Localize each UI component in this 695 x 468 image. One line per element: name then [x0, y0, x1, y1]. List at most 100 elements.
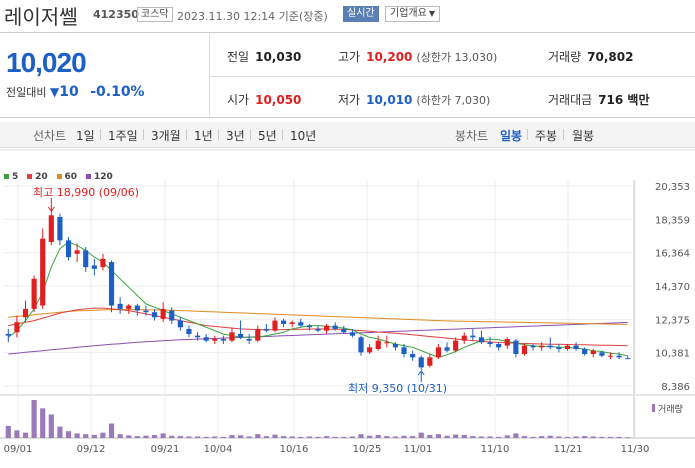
- volume-bar: [40, 408, 46, 438]
- price-change: 전일대비 ▼10 -0.10%: [6, 84, 145, 100]
- amount-label: 거래대금: [548, 93, 593, 107]
- candle-body: [573, 345, 579, 349]
- candle-body: [324, 325, 330, 331]
- tab-1y[interactable]: 1년: [194, 129, 213, 143]
- volume-bar: [564, 436, 571, 438]
- volume-bar: [108, 423, 115, 438]
- volume-bar: [160, 433, 166, 438]
- x-tick-label: 11/21: [554, 444, 583, 455]
- change-percent: -0.10%: [90, 84, 145, 100]
- low-label: 저가: [338, 93, 361, 107]
- candle-body: [504, 338, 510, 346]
- volume-bar: [358, 434, 364, 438]
- candle-body: [22, 308, 29, 318]
- candle-body: [487, 342, 493, 344]
- candle-body: [358, 337, 364, 353]
- volume-bar: [31, 400, 37, 438]
- tab-daily[interactable]: 일봉: [500, 129, 523, 143]
- candle-body: [126, 305, 132, 309]
- candle-body: [151, 312, 158, 318]
- volume-bar: [203, 436, 209, 438]
- x-tick-label: 10/16: [280, 444, 309, 455]
- candle-body: [315, 328, 321, 331]
- candle-body: [367, 347, 373, 353]
- volume-bar: [263, 436, 269, 438]
- volume-bar: [530, 436, 536, 438]
- candle-body: [65, 240, 72, 258]
- volume-bar: [453, 434, 459, 438]
- volume-bar: [539, 436, 545, 438]
- candle-body: [427, 357, 433, 366]
- realtime-button[interactable]: 실시간: [343, 6, 379, 22]
- volume-bar: [444, 435, 450, 438]
- volume-bar: [582, 436, 588, 438]
- candle-body: [478, 337, 485, 343]
- open-label: 시가: [227, 93, 250, 107]
- volume-bar: [547, 435, 553, 438]
- low-value: 10,010: [366, 93, 413, 107]
- company-info-button[interactable]: 기업개요 ▼: [385, 6, 440, 22]
- upper-limit: (상한가 13,030): [416, 51, 498, 64]
- tab-1w[interactable]: 1주일: [108, 129, 138, 143]
- candle-body: [435, 347, 442, 358]
- ma-line-ma60: [8, 309, 628, 325]
- candle-body: [332, 325, 338, 329]
- tab-3y[interactable]: 3년: [226, 129, 245, 143]
- candle-body: [496, 343, 502, 348]
- tab-5y[interactable]: 5년: [258, 129, 277, 143]
- tab-weekly[interactable]: 주봉: [535, 129, 558, 143]
- volume-bar: [324, 436, 330, 438]
- chevron-down-icon: ▼: [428, 9, 435, 18]
- volume-label: 거래량: [548, 50, 582, 64]
- y-tick-label: 20,353: [655, 182, 690, 193]
- volume-bar: [272, 434, 278, 438]
- volume-bar: [521, 436, 528, 438]
- tab-3m[interactable]: 3개월: [151, 129, 181, 143]
- tab-1d[interactable]: 1일: [76, 129, 95, 143]
- line-chart-label: 선차트: [33, 129, 67, 143]
- volume-bar: [246, 436, 252, 438]
- candle-body: [48, 215, 54, 243]
- volume-bar: [229, 434, 235, 438]
- volume-value: 70,802: [587, 50, 634, 64]
- divider: [143, 129, 144, 140]
- y-tick-label: 18,359: [655, 215, 690, 226]
- tab-10y[interactable]: 10년: [290, 129, 317, 143]
- legend-swatch: [27, 174, 33, 179]
- volume-bar: [470, 436, 476, 438]
- lower-limit: (하한가 7,030): [416, 94, 491, 107]
- candle-body: [582, 348, 588, 355]
- volume-bar: [194, 436, 201, 438]
- stock-header: 레이저쎌 412350 코스닥 2023.11.30 12:14 기준(장중) …: [0, 0, 695, 29]
- candle-body: [134, 305, 140, 311]
- low-price: 저가 10,010 (하한가 7,030): [338, 91, 490, 108]
- volume-bar: [367, 435, 373, 438]
- volume-bar: [74, 433, 80, 438]
- volume-bar: [487, 436, 493, 438]
- volume-bar: [418, 432, 424, 438]
- divider: [250, 129, 251, 140]
- legend-ma5: 5: [4, 172, 18, 182]
- volume-bar: [375, 434, 381, 438]
- legend-ma120: 120: [85, 172, 113, 182]
- volume-bar: [65, 431, 72, 438]
- candle-body: [521, 345, 528, 355]
- volume-bar: [177, 436, 183, 438]
- market-badge: 코스닥: [137, 7, 173, 22]
- candle-body: [212, 338, 218, 341]
- candle-body: [384, 342, 390, 344]
- candle-body: [453, 340, 459, 351]
- ma-legend: 5 20 60 120: [4, 172, 119, 182]
- divider: [527, 129, 528, 140]
- tab-monthly[interactable]: 월봉: [572, 129, 595, 143]
- candle-body: [590, 350, 596, 355]
- high-price: 고가 10,200 (상한가 13,030): [338, 48, 497, 65]
- x-tick-label: 10/04: [204, 444, 233, 455]
- candle-body: [117, 303, 123, 309]
- x-tick-label: 09/21: [151, 444, 180, 455]
- volume-bar: [220, 436, 226, 438]
- ma-line-ma120: [8, 321, 628, 355]
- divider: [209, 76, 695, 77]
- candle-body: [616, 355, 622, 358]
